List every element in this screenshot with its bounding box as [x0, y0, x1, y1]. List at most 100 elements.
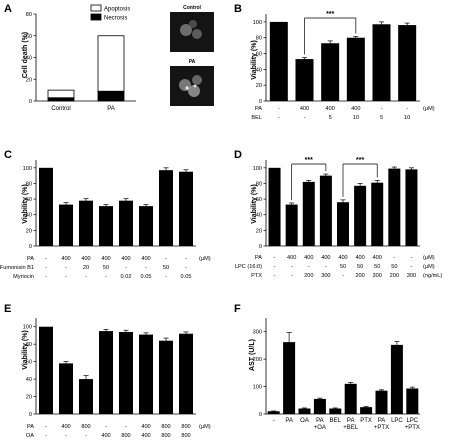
x-category-label-line: PTX: [360, 418, 372, 424]
significance-label: ***: [356, 157, 364, 164]
bar: [313, 398, 326, 414]
row-cell: 50: [163, 265, 169, 271]
row-cell: -: [45, 433, 47, 439]
x-category-label-line: +OA: [314, 425, 326, 431]
bar: [329, 408, 342, 414]
bar: [59, 363, 73, 414]
panel-e-ylabel: Viability (%): [22, 330, 29, 370]
row-cell: -: [145, 265, 147, 271]
row-cell: -: [308, 264, 310, 270]
y-tick-label: 20: [256, 228, 262, 234]
panel-b-ylabel: Viability (%): [251, 40, 258, 80]
row-label: PA: [255, 255, 262, 261]
y-tick-label: 0: [259, 99, 262, 105]
row-cell: -: [105, 274, 107, 280]
y-tick-label: 60: [256, 197, 262, 203]
row-cell: 400: [287, 255, 296, 261]
cell-nucleus: [189, 20, 197, 28]
y-tick-label: 300: [253, 330, 262, 336]
x-category-label-line: PA: [378, 418, 386, 424]
panel-c: C Viability (%) 0 20 40 60 80 100 PA - 400 400 400…: [0, 149, 211, 280]
y-tick-label: 0: [29, 244, 32, 250]
row-unit: (μM): [199, 424, 211, 430]
bar: [79, 379, 93, 414]
bar: [139, 206, 153, 246]
panel-a-axes: 0 20 40 60 80 Control PA: [26, 12, 136, 112]
bar: [390, 344, 403, 414]
bar: [99, 206, 113, 246]
bar: [398, 25, 417, 102]
x-category-label-line: OA: [300, 418, 309, 424]
x-category-label-line: +PTX: [374, 425, 389, 431]
y-tick-label: 60: [26, 34, 32, 40]
row-cell: 400: [121, 256, 130, 262]
row-cell: -: [65, 274, 67, 280]
row-cell: -: [165, 274, 167, 280]
x-category-label-line: PA: [347, 418, 355, 424]
bar: [371, 182, 384, 246]
apoptotic-body: [185, 86, 189, 90]
row-cell: 400: [355, 255, 364, 261]
row-cell: 0.02: [121, 274, 132, 280]
row-cell: -: [65, 433, 67, 439]
y-tick-label: 60: [256, 52, 262, 58]
x-category-label: PA: [285, 418, 293, 424]
bar: [406, 388, 419, 414]
panel-d-axes: 0 20 40 60 80 100 *** *** PA - 400 400 400 400 400 400 -…: [235, 157, 442, 279]
row-cell: 400: [141, 424, 150, 430]
panel-c-axes: 0 20 40 60 80 100 PA - 400 400 400 400 400 - - (μM) Fumo…: [0, 160, 211, 280]
row-cell: 400: [304, 255, 313, 261]
row-cell: -: [274, 255, 276, 261]
bar: [119, 200, 133, 246]
row-cell: -: [165, 256, 167, 262]
row-unit: (μM): [423, 255, 435, 261]
micrograph-control-label: Control: [183, 5, 201, 11]
row-cell: 5: [380, 115, 383, 121]
y-tick-label: 200: [253, 357, 262, 363]
row-label: PA: [27, 256, 34, 262]
apoptotic-body: [193, 84, 197, 88]
legend-swatch-necrosis: [90, 13, 102, 21]
x-category-label: Control: [51, 106, 70, 112]
cell-nucleus: [192, 75, 202, 85]
y-tick-label: 100: [253, 385, 262, 391]
row-cell: 800: [161, 424, 170, 430]
bar: [267, 411, 280, 414]
row-cell: -: [125, 424, 127, 430]
row-label: PA: [255, 106, 262, 112]
panel-d-letter: D: [234, 149, 242, 161]
legend-label-apoptosis: Apoptosis: [104, 7, 130, 13]
row-cell: -: [278, 115, 280, 121]
row-cell: -: [274, 273, 276, 279]
y-tick-label: 80: [26, 12, 32, 18]
row-cell: 400: [61, 256, 70, 262]
row-cell: 400: [321, 255, 330, 261]
panel-c-ylabel: Viability (%): [22, 184, 29, 224]
row-cell: 400: [101, 433, 110, 439]
bar: [354, 185, 367, 246]
row-cell: 10: [404, 115, 410, 121]
y-tick-label: 100: [23, 166, 32, 172]
bar-apoptosis: [97, 35, 125, 92]
row-cell: 0.05: [181, 274, 192, 280]
bar: [159, 170, 173, 246]
y-tick-label: 40: [256, 67, 262, 73]
y-tick-label: 80: [26, 342, 32, 348]
row-unit: (μM): [423, 264, 435, 270]
bar: [159, 340, 173, 414]
panel-f-ylabel: AST (U/L): [249, 339, 256, 371]
bar: [79, 200, 93, 246]
row-cell: -: [45, 265, 47, 271]
row-cell: 0.05: [141, 274, 152, 280]
row-cell: 400: [81, 256, 90, 262]
bar: [295, 59, 314, 101]
row-cell: 300: [407, 273, 416, 279]
row-label: BEL: [251, 115, 262, 121]
panel-b: B Viability (%) 0 20 40 60 80 100 *** PA - 400 400…: [234, 3, 435, 121]
y-tick-label: 100: [23, 325, 32, 331]
bar: [298, 408, 311, 414]
micrograph-control: [170, 12, 214, 52]
y-tick-label: 80: [256, 36, 262, 42]
y-tick-label: 80: [256, 181, 262, 187]
